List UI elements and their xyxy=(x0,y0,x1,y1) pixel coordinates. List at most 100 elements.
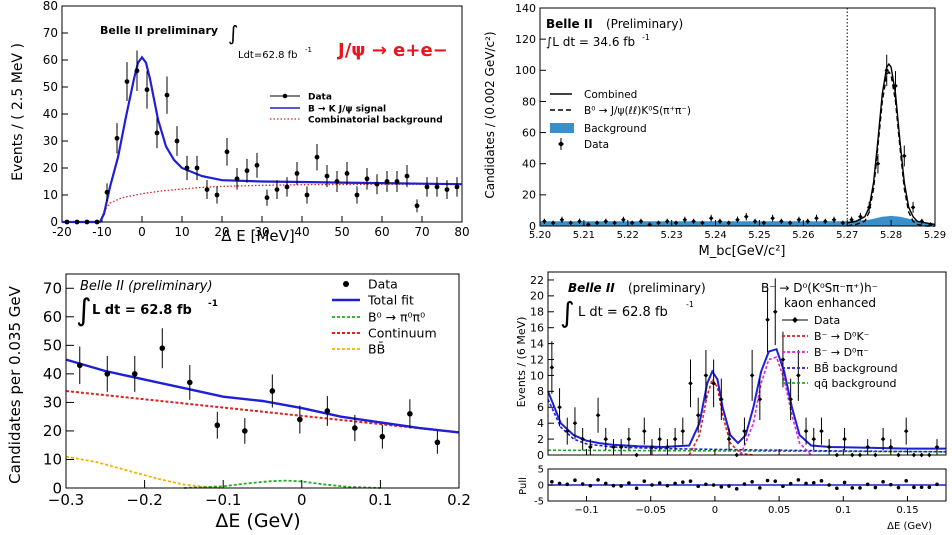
panel2-ytick-label: 20 xyxy=(522,189,536,202)
panel4-legend-data-marker xyxy=(792,317,798,323)
panel1-channel: J/ψ → e+e− xyxy=(336,40,448,61)
panel2-lumi-sup: -1 xyxy=(642,33,650,42)
panel4-pull-point xyxy=(573,478,577,483)
panel1-data-point xyxy=(404,173,410,179)
panel4-data-point xyxy=(588,444,593,450)
panel4-pull-ytick-label: -5 xyxy=(534,497,544,508)
panel3-axes-frame xyxy=(65,273,460,489)
panel4-pull-point xyxy=(557,481,562,486)
panel2-data-point xyxy=(691,219,696,224)
panel4-data-point xyxy=(842,436,847,442)
panel2-data-point xyxy=(787,220,793,226)
panel3-data-point xyxy=(434,439,441,446)
panel4-ytick-label: 22 xyxy=(530,274,544,287)
panel4-data-point xyxy=(549,365,555,370)
panel1-data-point xyxy=(264,195,270,201)
panel4-ytick-label: 20 xyxy=(530,290,544,303)
panel2-data-point xyxy=(840,220,846,226)
panel2-data-point xyxy=(866,205,872,210)
panel2-xtick-label: 5.22 xyxy=(617,230,639,241)
panel2-data-point xyxy=(621,217,626,223)
panel4-pull-point xyxy=(781,484,785,489)
panel4-pull-point xyxy=(657,481,662,485)
panel3-bb-curve xyxy=(65,455,224,489)
panel2-xtick-label: 5.26 xyxy=(792,230,814,241)
panel2-ytick-label: 140 xyxy=(515,2,536,15)
panel2-ytick-label: 120 xyxy=(515,33,536,46)
panel2-xtick-label: 5.25 xyxy=(748,230,770,241)
panel3-ytick-label: 0 xyxy=(52,479,62,497)
panel4-data-point xyxy=(626,436,632,442)
panel3-data-point xyxy=(186,379,193,386)
panel3-data-point xyxy=(159,345,166,351)
panel2-background-area xyxy=(540,215,935,226)
panel1-ylabel: Events / ( 2.5 MeV ) xyxy=(10,43,26,181)
panel2-data-point xyxy=(629,220,635,226)
panel2-xtick-label: 5.20 xyxy=(529,230,551,241)
panel1-data-point xyxy=(424,184,430,190)
panel4-ylabel: Events / (6 MeV) xyxy=(515,317,528,408)
panel4-pull-point xyxy=(835,486,839,491)
panel1-data-point xyxy=(194,165,200,171)
panel1-xtick-label: 80 xyxy=(454,225,469,239)
panel4-dk-curve xyxy=(688,377,754,456)
panel1-xtick-label: 70 xyxy=(414,225,429,239)
panel1-data-point xyxy=(304,192,310,198)
panel4-pull-xtick-label: −0.05 xyxy=(635,505,666,516)
panel4-pull-point xyxy=(750,480,754,484)
panel4-data-point xyxy=(765,317,770,323)
panel2-ytick-label: 60 xyxy=(522,126,536,139)
panel2-data-point xyxy=(603,219,609,224)
panel4-data-point xyxy=(641,428,647,434)
panel4-data-point xyxy=(657,436,662,442)
panel1-legend-label: B → K J/ψ signal xyxy=(308,105,386,115)
panel3-data-point xyxy=(269,388,276,394)
panel1-title: Belle II preliminary xyxy=(100,24,218,37)
panel2-data-point xyxy=(884,67,890,73)
panel2-axes-frame xyxy=(539,7,936,227)
panel-de-dk: Belle II (preliminary) ∫ L dt = 62.8 fb … xyxy=(515,271,947,532)
panel1-data-point xyxy=(124,79,130,84)
panel4-pull-point xyxy=(596,478,600,482)
panel1-data-point xyxy=(94,219,100,225)
panel1-data-point xyxy=(64,219,70,225)
panel2-xtick-label: 5.27 xyxy=(836,230,858,241)
panel1-xtick-label: -10 xyxy=(92,225,112,239)
panel2-data-point xyxy=(761,220,767,226)
panel4-decay: B⁻ → D⁰(K⁰Sπ⁻π⁺)h⁻ xyxy=(761,281,878,295)
panel1-data-point xyxy=(294,171,300,176)
panel1-ytick-label: 60 xyxy=(43,53,58,67)
panel4-data-point xyxy=(711,381,716,386)
panel2-data-point xyxy=(550,220,556,226)
panel3-data-point xyxy=(131,371,138,377)
panel2-title-rest: (Preliminary) xyxy=(606,17,683,31)
panel2-data-point xyxy=(919,219,925,224)
panel4-subtitle: kaon enhanced xyxy=(784,296,876,310)
panel2-data-point xyxy=(770,215,775,221)
panel3-xtick-label: −0.1 xyxy=(205,491,241,509)
panel4-data-point xyxy=(618,444,624,450)
panel4-pull-point xyxy=(904,479,908,483)
panel4-ytick-label: 10 xyxy=(530,369,544,382)
panel2-data-point xyxy=(717,219,723,224)
panel4-pull-point xyxy=(788,481,793,486)
panel4-data-point xyxy=(865,444,870,450)
panel2-data-point xyxy=(743,214,749,219)
panel2-legend-label: Background xyxy=(584,123,647,135)
panel4-pull-xtick-label: 0 xyxy=(712,505,718,516)
panel1-data-point xyxy=(134,68,140,74)
panel4-data-point xyxy=(796,373,801,378)
panel4-data-point xyxy=(719,397,724,402)
panel4-bb-curve xyxy=(547,398,947,453)
panel4-pull-point xyxy=(827,483,831,487)
panel2-xtick-label: 5.24 xyxy=(704,230,726,241)
panel1-lumi-sup: -1 xyxy=(305,46,312,54)
panel2-data-point xyxy=(858,214,863,219)
panel4-pull-point xyxy=(888,482,893,487)
panel2-xtick-label: 5.21 xyxy=(573,230,595,241)
panel4-ytick-label: 2 xyxy=(537,433,544,446)
panel4-pull-xtick-label: 0.15 xyxy=(896,505,918,516)
panel1-xtick-label: 10 xyxy=(174,225,189,239)
panel1-xtick-label: -20 xyxy=(52,225,72,239)
panel2-data-point xyxy=(779,219,784,224)
